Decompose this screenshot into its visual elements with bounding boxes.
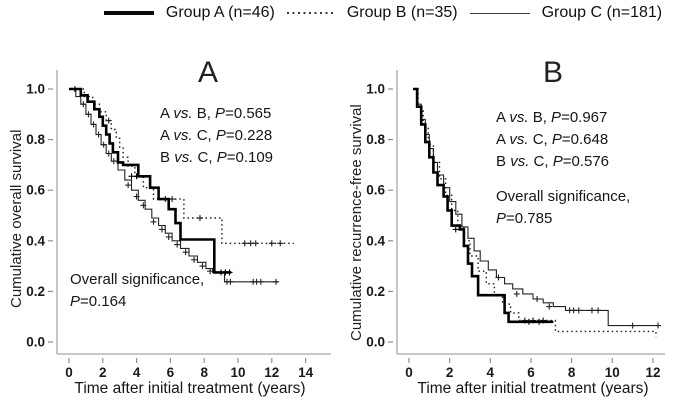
legend-item-group-a: Group A (n=46) xyxy=(103,4,275,22)
pairwise-p-line: A vs. C, P=0.228 xyxy=(160,127,273,144)
y-tick-label: 1.0 xyxy=(366,82,385,97)
pairwise-p-line: A vs. C, P=0.648 xyxy=(496,131,609,148)
x-tick-label: 6 xyxy=(167,365,175,380)
y-tick-label: 0.4 xyxy=(366,233,385,248)
panel-b-plot: 0 2 4 6 8 10 12 0.0 0.2 0.4 0.6 0.8 1.0 xyxy=(366,70,665,380)
km-curve-group-a xyxy=(413,87,554,325)
legend-label-group-a: Group A (n=46) xyxy=(165,4,275,21)
overall-significance-line: P=0.164 xyxy=(70,293,127,310)
axes: 0 2 4 6 8 10 12 0.0 0.2 0.4 0.6 0.8 1.0 xyxy=(366,70,665,380)
y-tick-label: 0.8 xyxy=(26,132,45,147)
km-curve-group-b xyxy=(413,88,657,337)
x-tick-label: 6 xyxy=(527,365,535,380)
panel-b-pairwise-pvalues: A vs. B, P=0.967 A vs. C, P=0.648 B vs. C,… xyxy=(496,107,609,173)
legend-label-group-c: Group C (n=181) xyxy=(541,4,663,21)
overall-significance-line: Overall significance, xyxy=(70,271,205,288)
dotted-line-icon xyxy=(286,12,335,14)
thick-solid-line-icon xyxy=(103,11,154,15)
survival-step-line xyxy=(413,87,554,324)
x-tick-label: 4 xyxy=(133,365,141,380)
x-tick-label: 0 xyxy=(405,365,413,380)
panel-a-title: A xyxy=(198,56,219,89)
panel-b-overall-significance: Overall significance, P=0.785 xyxy=(496,186,630,230)
legend-item-group-c: Group C (n=181) xyxy=(469,4,663,22)
panel-a-pairwise-pvalues: A vs. B, P=0.565 A vs. C, P=0.228 B vs. C,… xyxy=(160,103,273,169)
x-tick-label: 10 xyxy=(230,365,245,380)
y-tick-label: 1.0 xyxy=(26,82,45,97)
x-tick-label: 12 xyxy=(264,365,279,380)
pairwise-p-line: A vs. B, P=0.565 xyxy=(160,105,272,122)
km-curve-group-a xyxy=(69,86,233,276)
x-tick-label: 8 xyxy=(200,365,208,380)
pairwise-p-line: B vs. C, P=0.109 xyxy=(160,149,274,166)
x-tick-label: 8 xyxy=(568,365,576,380)
x-tick-label: 0 xyxy=(65,365,73,380)
pairwise-p-line: B vs. C, P=0.576 xyxy=(496,153,610,170)
y-tick-label: 0.4 xyxy=(26,233,45,248)
panel-b-x-axis-label: Time after initial treatment (years) xyxy=(417,380,649,397)
legend: Group A (n=46) Group B (n=35) Group C (n… xyxy=(0,0,678,26)
panel-b-title: B xyxy=(543,56,564,89)
legend-label-group-b: Group B (n=35) xyxy=(346,4,458,21)
panel-a: A Cumulative overall survival 0 2 4 6 8 10 12 1… xyxy=(8,56,331,397)
survival-step-line xyxy=(69,88,279,283)
y-tick-label: 0.2 xyxy=(366,284,385,299)
panel-a-x-axis-label: Time after initial treatment (years) xyxy=(74,380,306,397)
panel-a-overall-significance: Overall significance, P=0.164 xyxy=(70,269,204,313)
survival-step-line xyxy=(69,87,232,274)
y-tick-label: 0.6 xyxy=(26,183,45,198)
x-tick-label: 2 xyxy=(446,365,454,380)
x-tick-label: 14 xyxy=(298,365,314,380)
y-tick-label: 0.8 xyxy=(366,132,385,147)
x-tick-label: 2 xyxy=(99,365,107,380)
panel-a-plot: 0 2 4 6 8 10 12 14 0.0 0.2 0.4 0.6 0.8 1.0 xyxy=(26,70,331,380)
overall-significance-line: Overall significance, xyxy=(496,188,631,205)
x-tick-label: 12 xyxy=(645,365,660,380)
y-tick-label: 0.6 xyxy=(366,183,385,198)
overall-significance-line: P=0.785 xyxy=(496,210,553,227)
thin-solid-line-icon xyxy=(469,12,530,14)
y-tick-label: 0.0 xyxy=(26,335,45,350)
axes: 0 2 4 6 8 10 12 14 0.0 0.2 0.4 0.6 0.8 1.0 xyxy=(26,70,331,380)
y-tick-label: 0.2 xyxy=(26,284,45,299)
y-tick-label: 0.0 xyxy=(366,335,385,350)
legend-item-group-b: Group B (n=35) xyxy=(286,4,458,22)
km-curve-group-c xyxy=(69,88,280,285)
x-tick-label: 4 xyxy=(487,365,495,380)
pairwise-p-line: A vs. B, P=0.967 xyxy=(496,109,608,126)
x-tick-label: 10 xyxy=(605,365,620,380)
